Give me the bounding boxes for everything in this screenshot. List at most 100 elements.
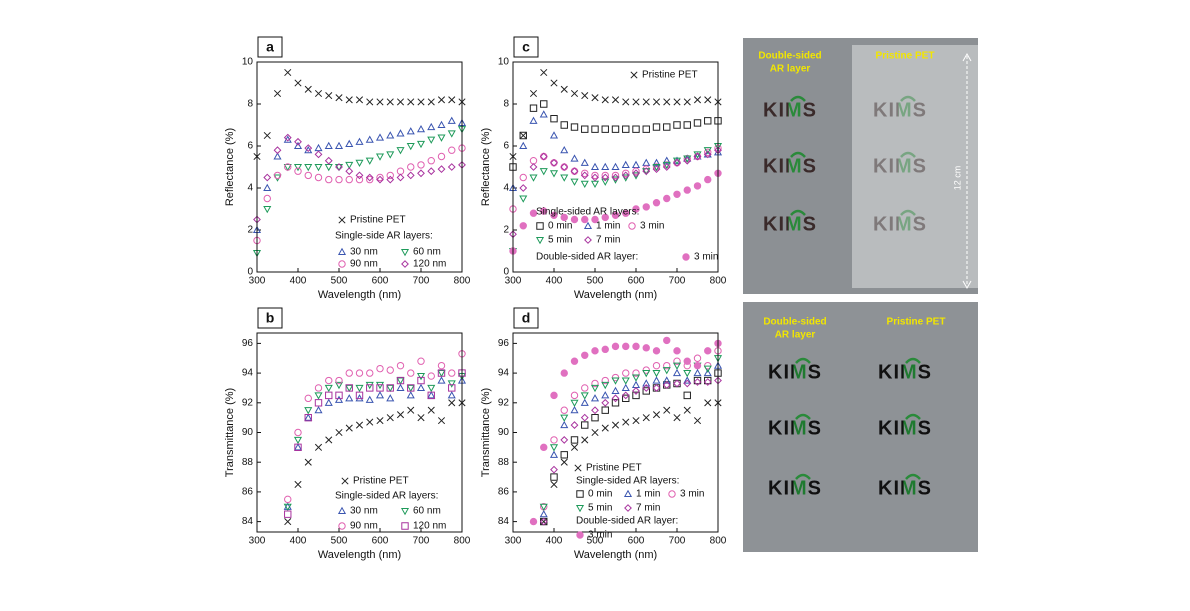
data-point xyxy=(590,180,600,189)
y-tick-label: 94 xyxy=(498,368,510,379)
data-point xyxy=(314,392,323,400)
pristine-film xyxy=(852,45,978,288)
data-point xyxy=(529,517,538,526)
data-point xyxy=(355,96,364,104)
data-point xyxy=(550,115,558,123)
data-point xyxy=(580,158,589,166)
data-point xyxy=(386,366,394,374)
data-point xyxy=(386,394,395,402)
data-point xyxy=(345,139,354,147)
data-point xyxy=(314,89,323,98)
data-point xyxy=(386,98,394,106)
data-point xyxy=(632,369,640,377)
y-tick-label: 88 xyxy=(498,457,510,468)
data-point xyxy=(325,175,333,184)
data-point xyxy=(550,79,558,87)
data-point xyxy=(263,173,272,182)
data-point xyxy=(621,160,630,168)
data-point xyxy=(673,379,681,388)
data-point xyxy=(540,152,548,161)
logo: KIMS xyxy=(763,99,817,121)
data-point xyxy=(591,428,599,437)
data-point xyxy=(704,175,712,184)
logo-arc xyxy=(900,151,916,158)
data-point xyxy=(611,421,620,429)
data-point xyxy=(304,144,313,153)
data-point xyxy=(539,110,548,118)
data-point xyxy=(355,171,364,180)
data-point xyxy=(683,186,691,194)
data-point xyxy=(560,174,569,182)
data-point xyxy=(304,163,313,172)
data-point xyxy=(366,418,374,426)
data-point xyxy=(448,399,456,407)
y-tick-label: 84 xyxy=(242,516,254,527)
legend-label: 120 nm xyxy=(413,521,446,532)
logo-arc xyxy=(900,95,916,102)
y-tick-label: 10 xyxy=(242,57,254,68)
legend-marker xyxy=(628,222,636,230)
y-tick-label: 90 xyxy=(498,427,510,438)
data-point xyxy=(417,357,425,365)
data-point xyxy=(324,163,333,172)
data-point xyxy=(560,451,568,459)
data-point xyxy=(314,173,323,182)
data-point xyxy=(396,147,405,155)
data-point xyxy=(570,405,579,414)
data-point xyxy=(529,104,538,112)
legend-label: Pristine PET xyxy=(353,476,409,487)
data-point xyxy=(448,96,456,104)
data-point xyxy=(652,361,661,370)
data-point xyxy=(447,116,456,124)
data-point xyxy=(703,365,712,373)
data-point xyxy=(519,141,528,150)
plot-frame xyxy=(512,61,719,273)
logo-arc xyxy=(905,413,921,420)
data-point xyxy=(376,384,384,392)
x-tick-label: 400 xyxy=(290,276,307,287)
data-point xyxy=(652,376,661,384)
legend-label: 60 nm xyxy=(413,247,441,258)
data-point xyxy=(427,391,436,399)
data-point xyxy=(683,156,692,165)
data-point xyxy=(325,376,333,385)
legend-marker xyxy=(535,236,545,245)
data-point xyxy=(581,421,589,429)
data-point xyxy=(652,384,661,392)
data-point xyxy=(703,368,712,377)
data-point xyxy=(631,380,641,389)
data-point xyxy=(642,158,651,166)
data-point xyxy=(437,152,446,161)
data-point xyxy=(581,92,589,100)
data-point xyxy=(621,377,630,385)
data-point xyxy=(673,347,681,355)
data-point xyxy=(539,517,548,526)
data-point xyxy=(663,98,671,106)
data-point xyxy=(540,517,548,526)
legend-label: 3 min xyxy=(694,252,718,263)
y-tick-label: 8 xyxy=(247,99,253,110)
scale-arrows xyxy=(962,52,972,290)
legend-label: 3 min xyxy=(640,221,664,232)
data-point xyxy=(570,399,579,408)
data-point xyxy=(622,98,630,106)
data-point xyxy=(365,395,374,403)
data-point xyxy=(601,345,609,354)
data-point xyxy=(427,406,435,414)
data-point xyxy=(672,362,682,370)
legend-label: 90 nm xyxy=(350,259,378,270)
data-point xyxy=(406,391,415,399)
data-point xyxy=(284,68,292,77)
legend-marker xyxy=(337,247,347,256)
logo-arc xyxy=(790,151,806,158)
y-tick-label: 0 xyxy=(247,267,253,278)
legend-label: 0 min xyxy=(548,221,572,232)
data-point xyxy=(704,148,712,157)
left-label: AR layer xyxy=(770,64,811,75)
x-tick-label: 800 xyxy=(454,276,471,287)
x-tick-label: 600 xyxy=(372,536,389,547)
data-point xyxy=(529,174,538,182)
y-tick-label: 8 xyxy=(503,99,509,110)
legend-label: 5 min xyxy=(588,503,612,514)
data-point xyxy=(437,369,446,377)
